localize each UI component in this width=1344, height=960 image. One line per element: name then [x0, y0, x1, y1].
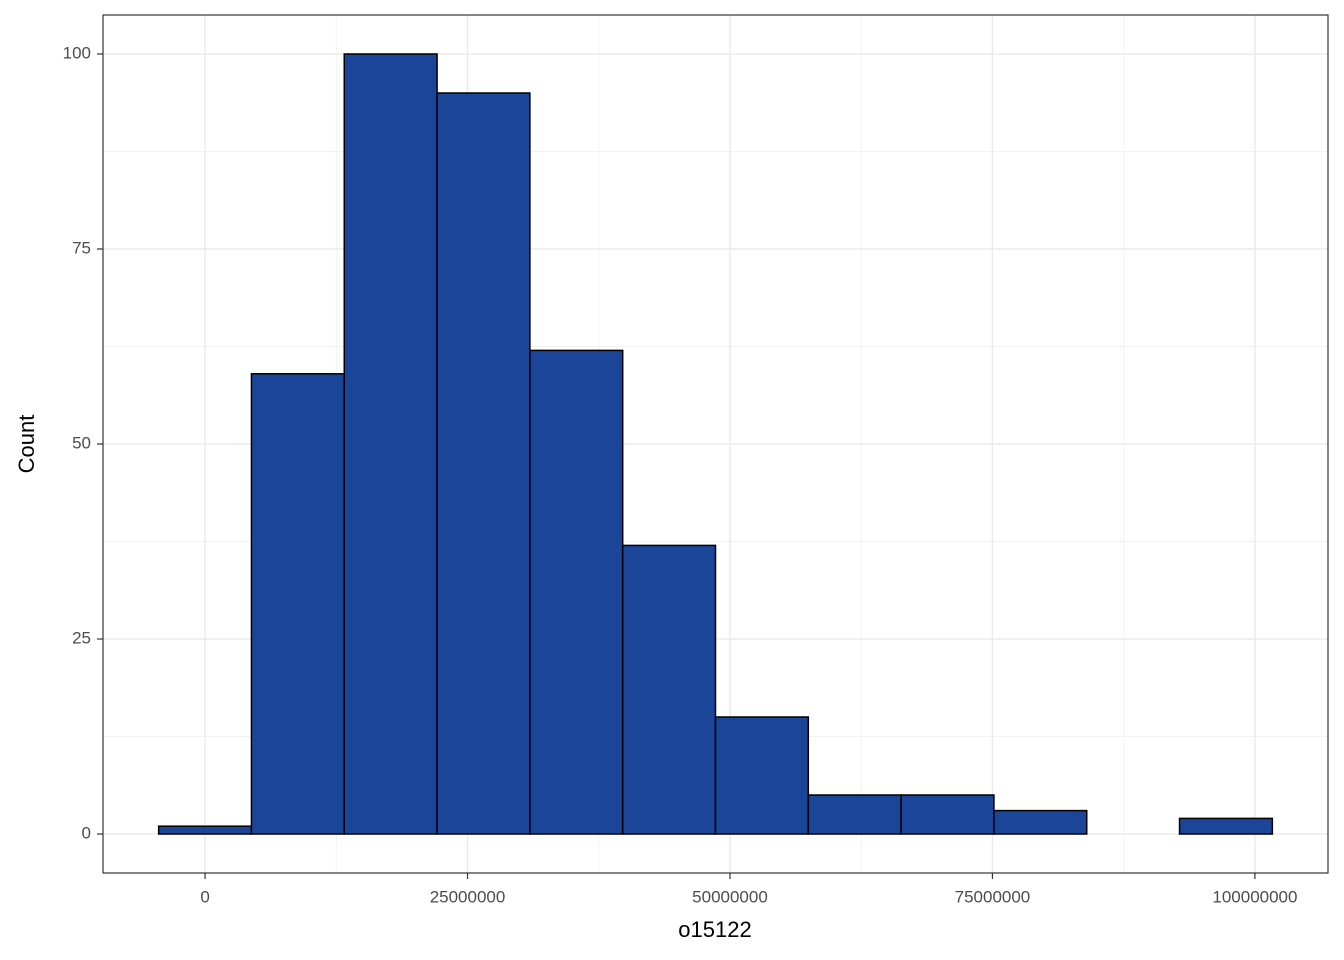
bar	[529, 349, 624, 835]
bar	[621, 544, 717, 835]
bar	[900, 794, 995, 835]
x-tick-label: 50000000	[692, 887, 768, 906]
bar	[157, 825, 253, 835]
x-axis-title: o15122	[678, 917, 751, 942]
x-tick-label: 75000000	[955, 887, 1031, 906]
x-tick-label: 25000000	[430, 887, 506, 906]
bar	[993, 809, 1088, 835]
y-tick-label: 50	[72, 433, 91, 452]
x-tick-label: 0	[200, 887, 209, 906]
y-axis-title: Count	[14, 415, 39, 474]
bar	[807, 794, 902, 835]
bar	[436, 92, 531, 835]
y-tick-label: 75	[72, 238, 91, 257]
bar	[714, 716, 810, 835]
y-tick-label: 0	[82, 823, 91, 842]
panel-border	[102, 14, 1329, 874]
y-tick-label: 25	[72, 628, 91, 647]
bar	[343, 53, 438, 835]
bar	[1178, 817, 1274, 835]
y-tick-label: 100	[63, 43, 91, 62]
bar	[250, 373, 346, 835]
x-tick-label: 100000000	[1212, 887, 1297, 906]
